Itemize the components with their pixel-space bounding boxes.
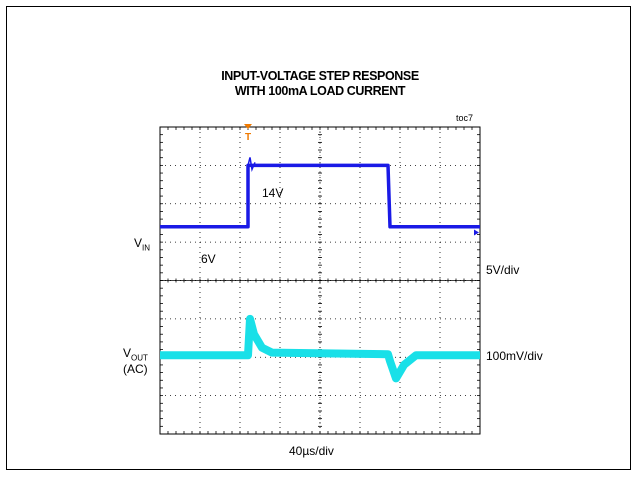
- vout-label-ac: (AC): [123, 362, 148, 376]
- vin-annotation-14v: 14V: [262, 186, 284, 200]
- trigger-marker-arrow: [244, 124, 252, 129]
- vin-ground-marker: [474, 229, 479, 236]
- vin-overshoot: [247, 157, 256, 173]
- vout-scale-label: 100mV/div: [486, 349, 543, 363]
- vin-trace: [160, 163, 480, 229]
- vout-label: VOUT: [123, 346, 148, 363]
- chart-title-line2: WITH 100mA LOAD CURRENT: [234, 84, 406, 98]
- x-scale-label: 40µs/div: [289, 444, 334, 458]
- vout-trace: [160, 314, 480, 383]
- vin-scale-label: 5V/div: [486, 263, 520, 277]
- vin-label: VIN: [134, 236, 151, 253]
- vin-annotation-6v: 6V: [201, 252, 216, 266]
- chart-frame: [6, 6, 631, 470]
- figure-id: toc7: [456, 113, 474, 123]
- trigger-marker-label: T: [245, 132, 251, 143]
- chart-title-line1: INPUT-VOLTAGE STEP RESPONSE: [221, 69, 419, 83]
